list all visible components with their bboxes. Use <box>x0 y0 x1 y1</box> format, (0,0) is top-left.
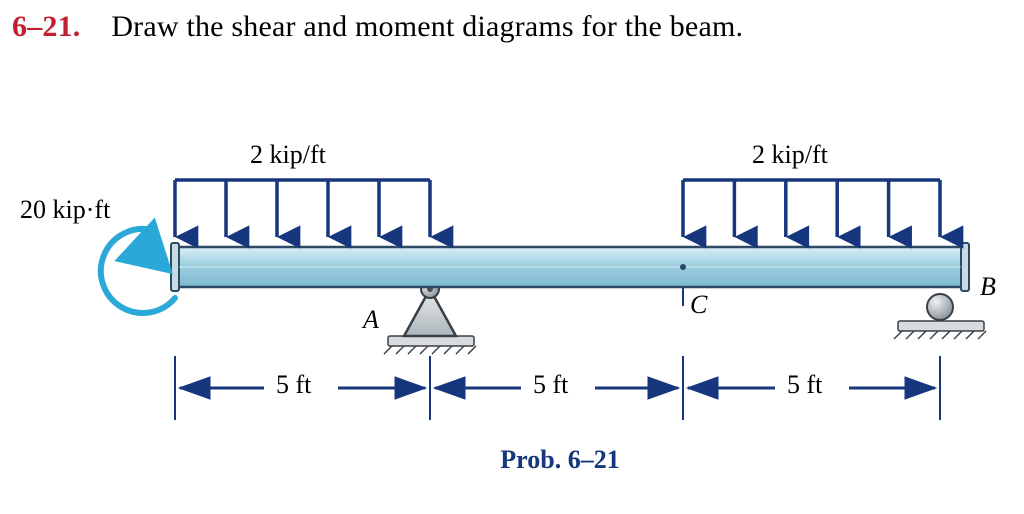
point-C-dot <box>680 264 686 270</box>
beam-figure <box>0 0 1024 514</box>
pin-support-A <box>404 280 456 336</box>
roller-support-B <box>927 294 953 320</box>
ground-pad-B <box>894 321 986 339</box>
figure-canvas: 6–21. Draw the shear and moment diagrams… <box>0 0 1024 514</box>
distributed-load-left <box>175 180 430 237</box>
ground-pad-A <box>384 336 476 354</box>
distributed-load-right <box>683 180 940 237</box>
moment-arrow <box>101 229 175 313</box>
beam <box>171 243 969 306</box>
dimension-lines <box>175 356 940 420</box>
